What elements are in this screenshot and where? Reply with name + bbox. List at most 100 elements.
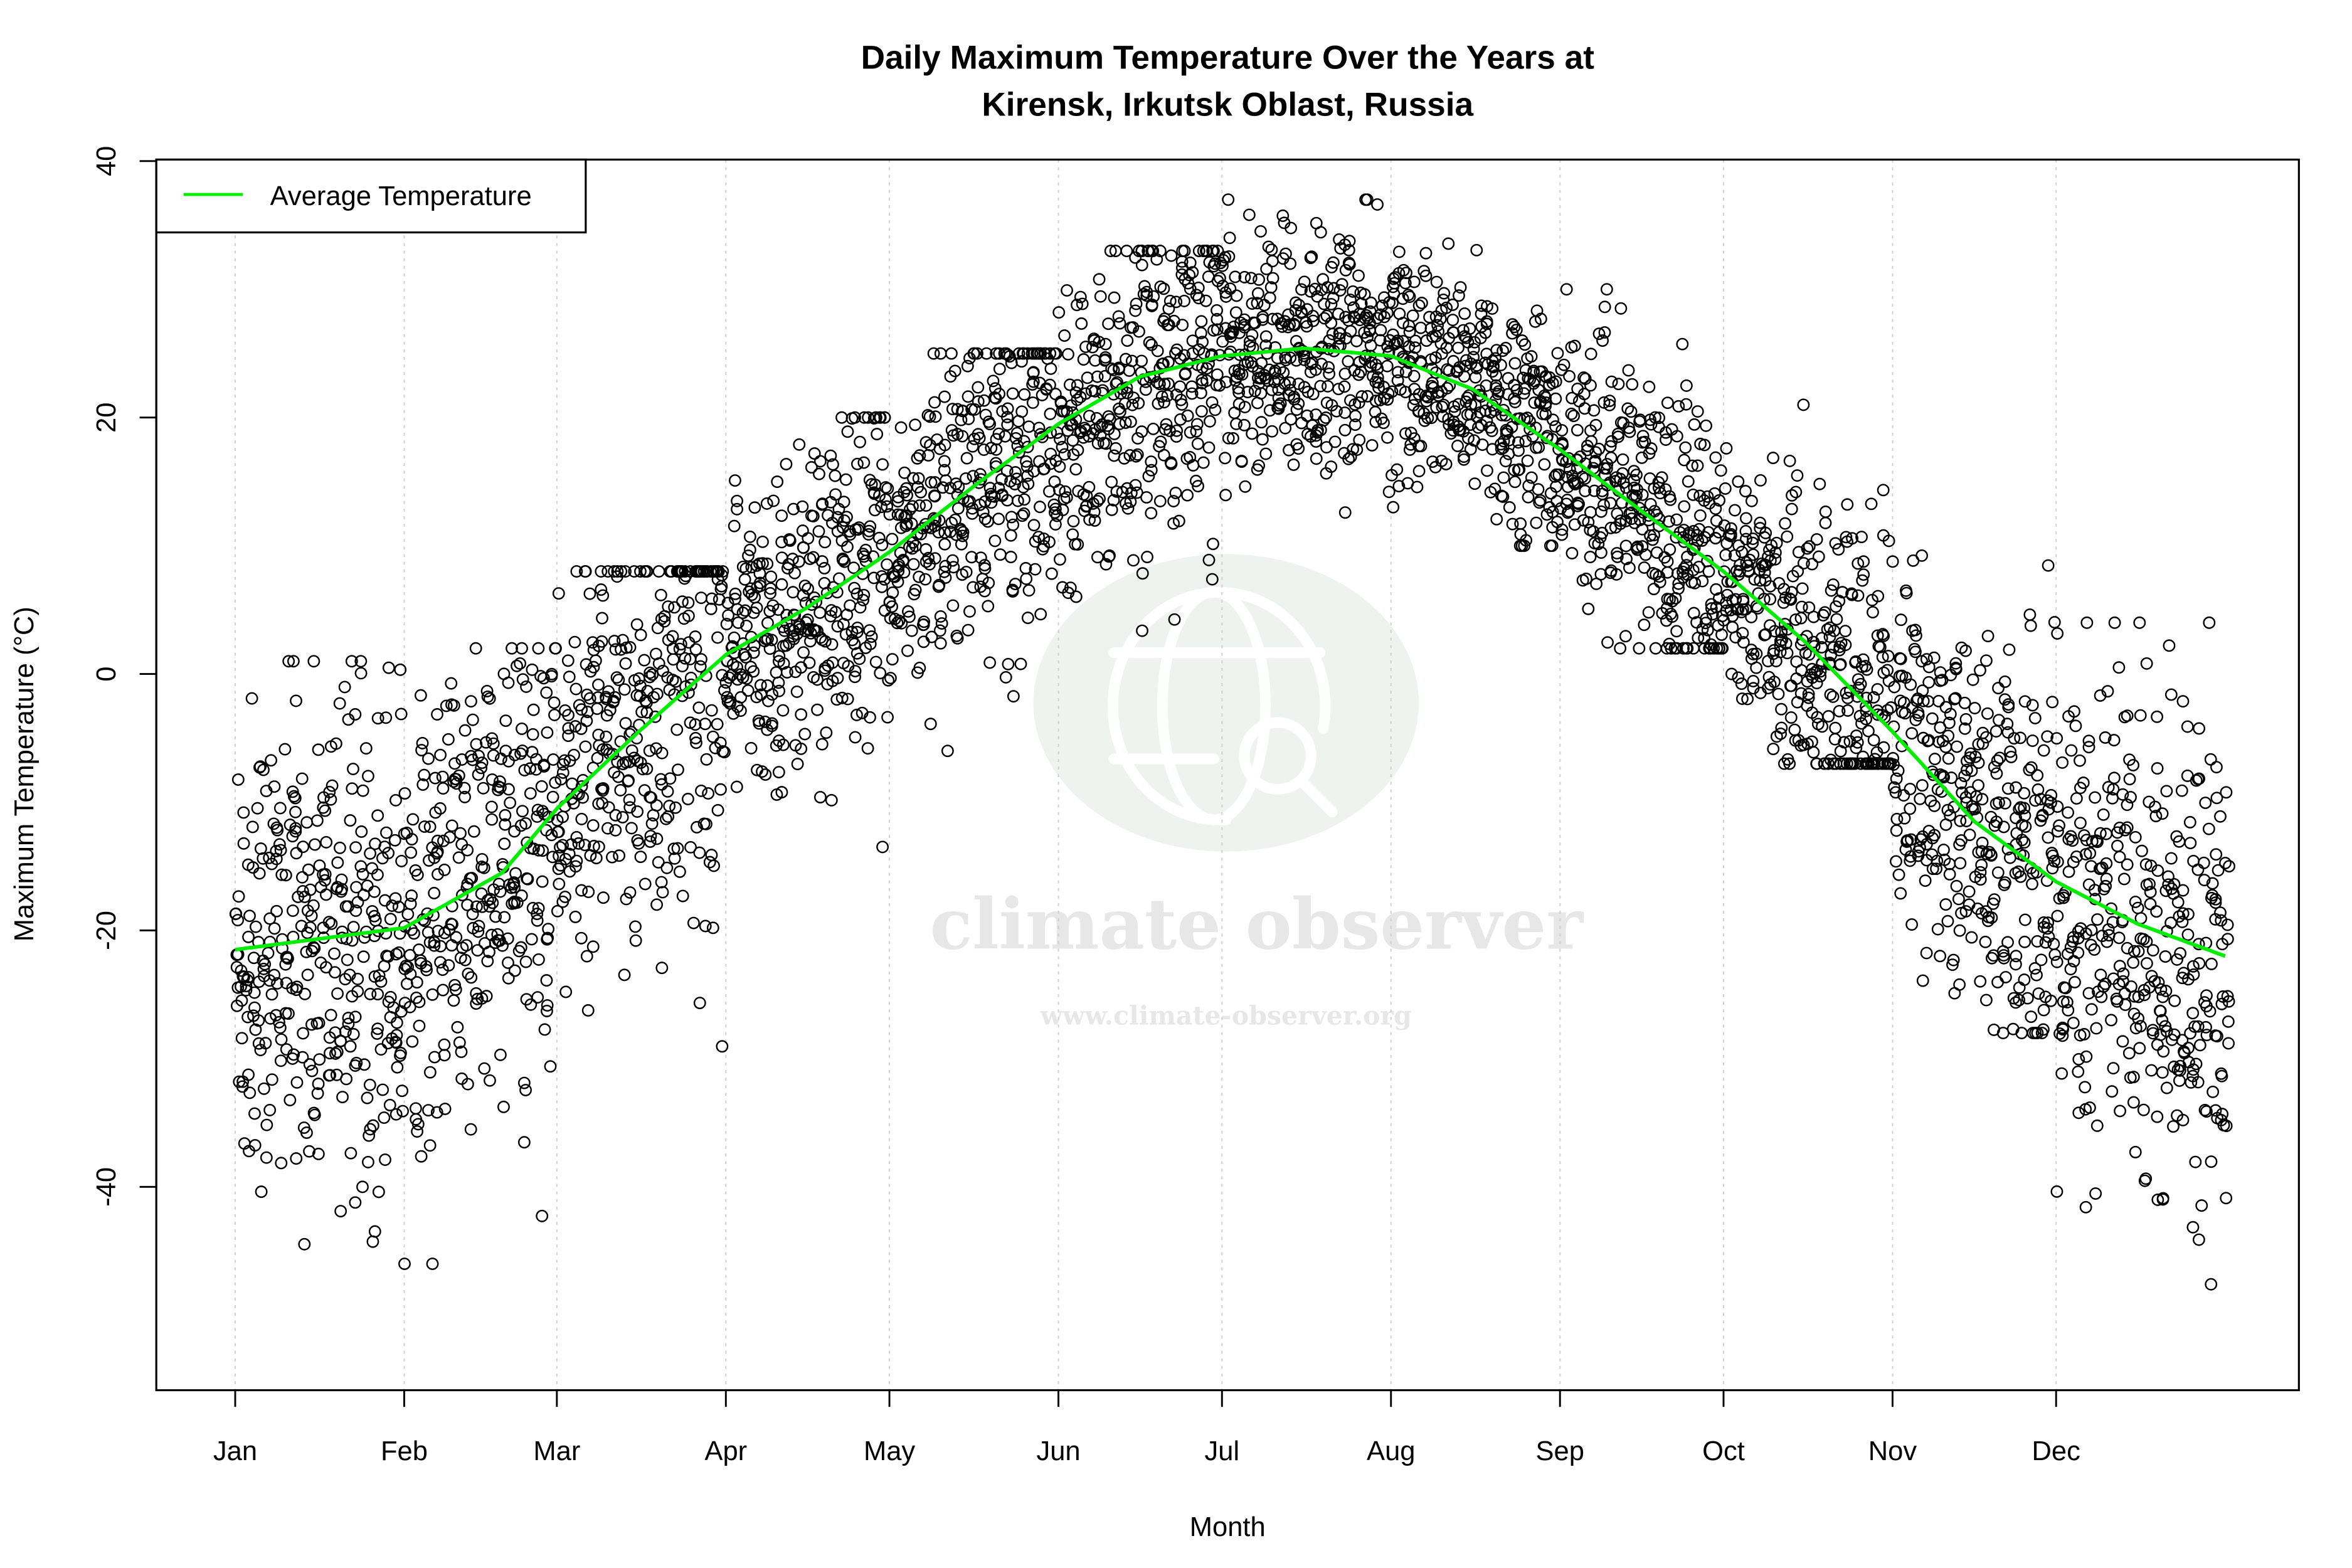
- data-point: [1178, 245, 1191, 257]
- data-point: [952, 480, 965, 494]
- data-point: [1490, 512, 1503, 526]
- data-point: [1153, 245, 1167, 257]
- data-point: [1710, 583, 1722, 596]
- data-point: [1812, 550, 1825, 563]
- data-point: [1290, 335, 1303, 347]
- data-point: [1663, 543, 1677, 556]
- data-point: [1724, 529, 1737, 543]
- data-point: [1672, 582, 1685, 595]
- data-point: [1369, 406, 1382, 418]
- data-point: [366, 1235, 379, 1248]
- data-point: [1774, 638, 1787, 652]
- data-point: [1009, 478, 1021, 490]
- data-point: [1391, 374, 1404, 387]
- data-point: [1093, 336, 1106, 349]
- data-point: [1942, 716, 1956, 729]
- data-point: [2203, 616, 2216, 629]
- data-point: [1560, 283, 1573, 296]
- data-point: [2151, 864, 2164, 877]
- data-point: [414, 689, 427, 702]
- data-point: [2004, 745, 2017, 758]
- data-point: [1010, 426, 1024, 440]
- data-point: [1666, 610, 1679, 623]
- data-point: [334, 1035, 347, 1048]
- data-point: [1534, 494, 1547, 507]
- data-point: [464, 1123, 477, 1136]
- data-point: [1332, 383, 1345, 396]
- data-point: [1958, 722, 1971, 735]
- data-point: [282, 655, 295, 668]
- data-point: [2186, 1221, 2200, 1234]
- data-point: [2013, 981, 2026, 994]
- data-point: [335, 873, 348, 886]
- data-point: [1382, 485, 1396, 499]
- data-point: [845, 412, 859, 425]
- data-point: [2192, 1233, 2205, 1246]
- data-point: [804, 635, 817, 648]
- data-point: [611, 755, 624, 768]
- data-point: [886, 586, 899, 599]
- data-point: [2122, 1047, 2136, 1060]
- data-point: [869, 655, 882, 669]
- data-point: [1857, 555, 1870, 568]
- data-point: [1432, 325, 1444, 338]
- data-point: [1833, 595, 1846, 608]
- data-point: [2149, 810, 2163, 822]
- data-point: [1841, 704, 1854, 717]
- data-point: [2009, 958, 2022, 971]
- data-point: [356, 784, 369, 797]
- data-point: [924, 718, 937, 731]
- data-point: [1557, 358, 1571, 371]
- data-point: [1093, 273, 1106, 286]
- data-point: [1871, 683, 1884, 696]
- data-point: [815, 498, 829, 511]
- data-point: [1555, 523, 1569, 536]
- data-point: [2176, 907, 2190, 920]
- data-point: [351, 985, 364, 998]
- data-point: [1071, 379, 1084, 392]
- data-point: [1253, 273, 1266, 286]
- data-point: [2134, 709, 2147, 722]
- data-point: [936, 481, 950, 494]
- data-point: [595, 565, 608, 578]
- data-point: [607, 694, 620, 707]
- data-point: [1687, 607, 1700, 620]
- data-point: [1679, 441, 1692, 454]
- data-point: [1480, 315, 1493, 328]
- data-point: [483, 692, 496, 705]
- data-point: [756, 765, 768, 778]
- data-point: [1777, 583, 1791, 596]
- data-point: [1649, 642, 1662, 655]
- data-point: [2067, 856, 2080, 869]
- data-point: [1954, 814, 1967, 827]
- data-point: [1181, 409, 1194, 422]
- data-point: [1503, 501, 1516, 514]
- data-point: [1440, 341, 1453, 354]
- data-point: [1740, 512, 1752, 525]
- data-point: [760, 497, 773, 510]
- data-point: [1900, 586, 1913, 600]
- data-point: [1222, 432, 1235, 445]
- data-point: [1292, 397, 1305, 410]
- data-point: [1666, 595, 1679, 608]
- data-point: [1071, 299, 1083, 312]
- watermark-url: www.climate-observer.org: [1040, 1000, 1412, 1030]
- data-point: [714, 783, 727, 796]
- data-point: [449, 983, 462, 996]
- data-point: [1508, 392, 1520, 405]
- data-point: [1386, 297, 1399, 309]
- data-point: [950, 629, 963, 642]
- data-point: [381, 1037, 395, 1050]
- data-point: [702, 787, 715, 800]
- data-point: [1865, 497, 1878, 511]
- data-point: [405, 846, 418, 859]
- data-point: [390, 1029, 403, 1042]
- data-point: [1063, 378, 1076, 391]
- data-point: [2210, 792, 2223, 805]
- data-point: [1915, 549, 1929, 562]
- x-tick-label: Sep: [1535, 1436, 1584, 1466]
- data-point: [421, 926, 435, 939]
- data-point: [2108, 616, 2121, 629]
